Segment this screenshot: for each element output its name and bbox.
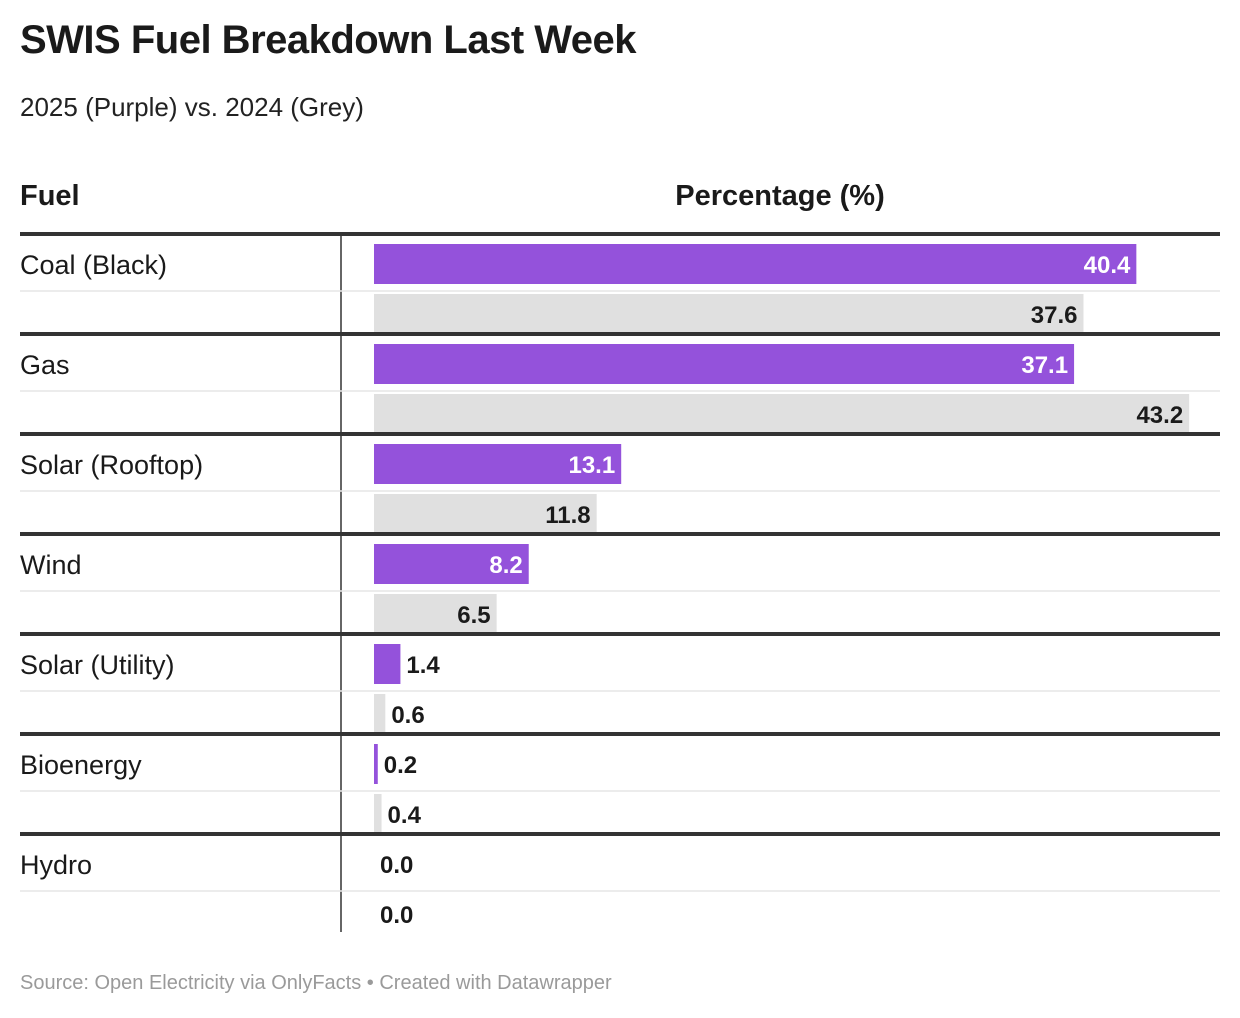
group-rule	[20, 532, 1220, 536]
source-footer: Source: Open Electricity via OnlyFacts •…	[20, 972, 612, 994]
bar-2025	[374, 644, 401, 684]
value-label-2025: 8.2	[489, 552, 522, 579]
bar-2024	[374, 294, 1084, 334]
group-rule	[20, 232, 1220, 236]
group-rule	[20, 332, 1220, 336]
value-label-2024: 37.6	[1031, 302, 1078, 329]
value-label-2025: 0.0	[380, 852, 413, 879]
group-rule	[20, 732, 1220, 736]
value-label-2024: 11.8	[545, 502, 590, 529]
category-label: Bioenergy	[20, 750, 142, 780]
category-label: Wind	[20, 550, 82, 580]
value-label-2024: 0.0	[380, 902, 413, 929]
chart-subtitle: 2025 (Purple) vs. 2024 (Grey)	[20, 92, 364, 122]
bar-2024	[374, 694, 386, 734]
value-label-2025: 13.1	[568, 452, 615, 479]
chart-title: SWIS Fuel Breakdown Last Week	[20, 18, 637, 62]
bar-2024	[374, 594, 497, 634]
value-label-2024: 43.2	[1136, 402, 1183, 429]
category-label: Solar (Rooftop)	[20, 450, 203, 480]
category-label: Hydro	[20, 850, 92, 880]
column-header-fuel: Fuel	[20, 180, 80, 212]
bar-2025	[374, 444, 622, 484]
value-label-2025: 37.1	[1021, 352, 1068, 379]
category-label: Solar (Utility)	[20, 650, 175, 680]
value-label-2025: 40.4	[1084, 252, 1131, 279]
value-label-2025: 0.2	[384, 752, 417, 779]
bar-2025	[374, 244, 1137, 284]
bar-2024	[374, 494, 597, 534]
category-label: Coal (Black)	[20, 250, 167, 280]
bar-2025	[374, 344, 1075, 384]
value-label-2024: 0.4	[388, 802, 422, 829]
bar-2024	[374, 794, 382, 834]
value-label-2024: 0.6	[391, 702, 424, 729]
value-label-2025: 1.4	[406, 652, 440, 679]
bar-2025	[374, 744, 378, 784]
bar-2024	[374, 394, 1190, 434]
column-header-percentage: Percentage (%)	[675, 180, 885, 212]
value-label-2024: 6.5	[457, 602, 490, 629]
bar-2025	[374, 544, 529, 584]
group-rule	[20, 432, 1220, 436]
group-rule	[20, 832, 1220, 836]
category-label: Gas	[20, 350, 70, 380]
group-rule	[20, 632, 1220, 636]
